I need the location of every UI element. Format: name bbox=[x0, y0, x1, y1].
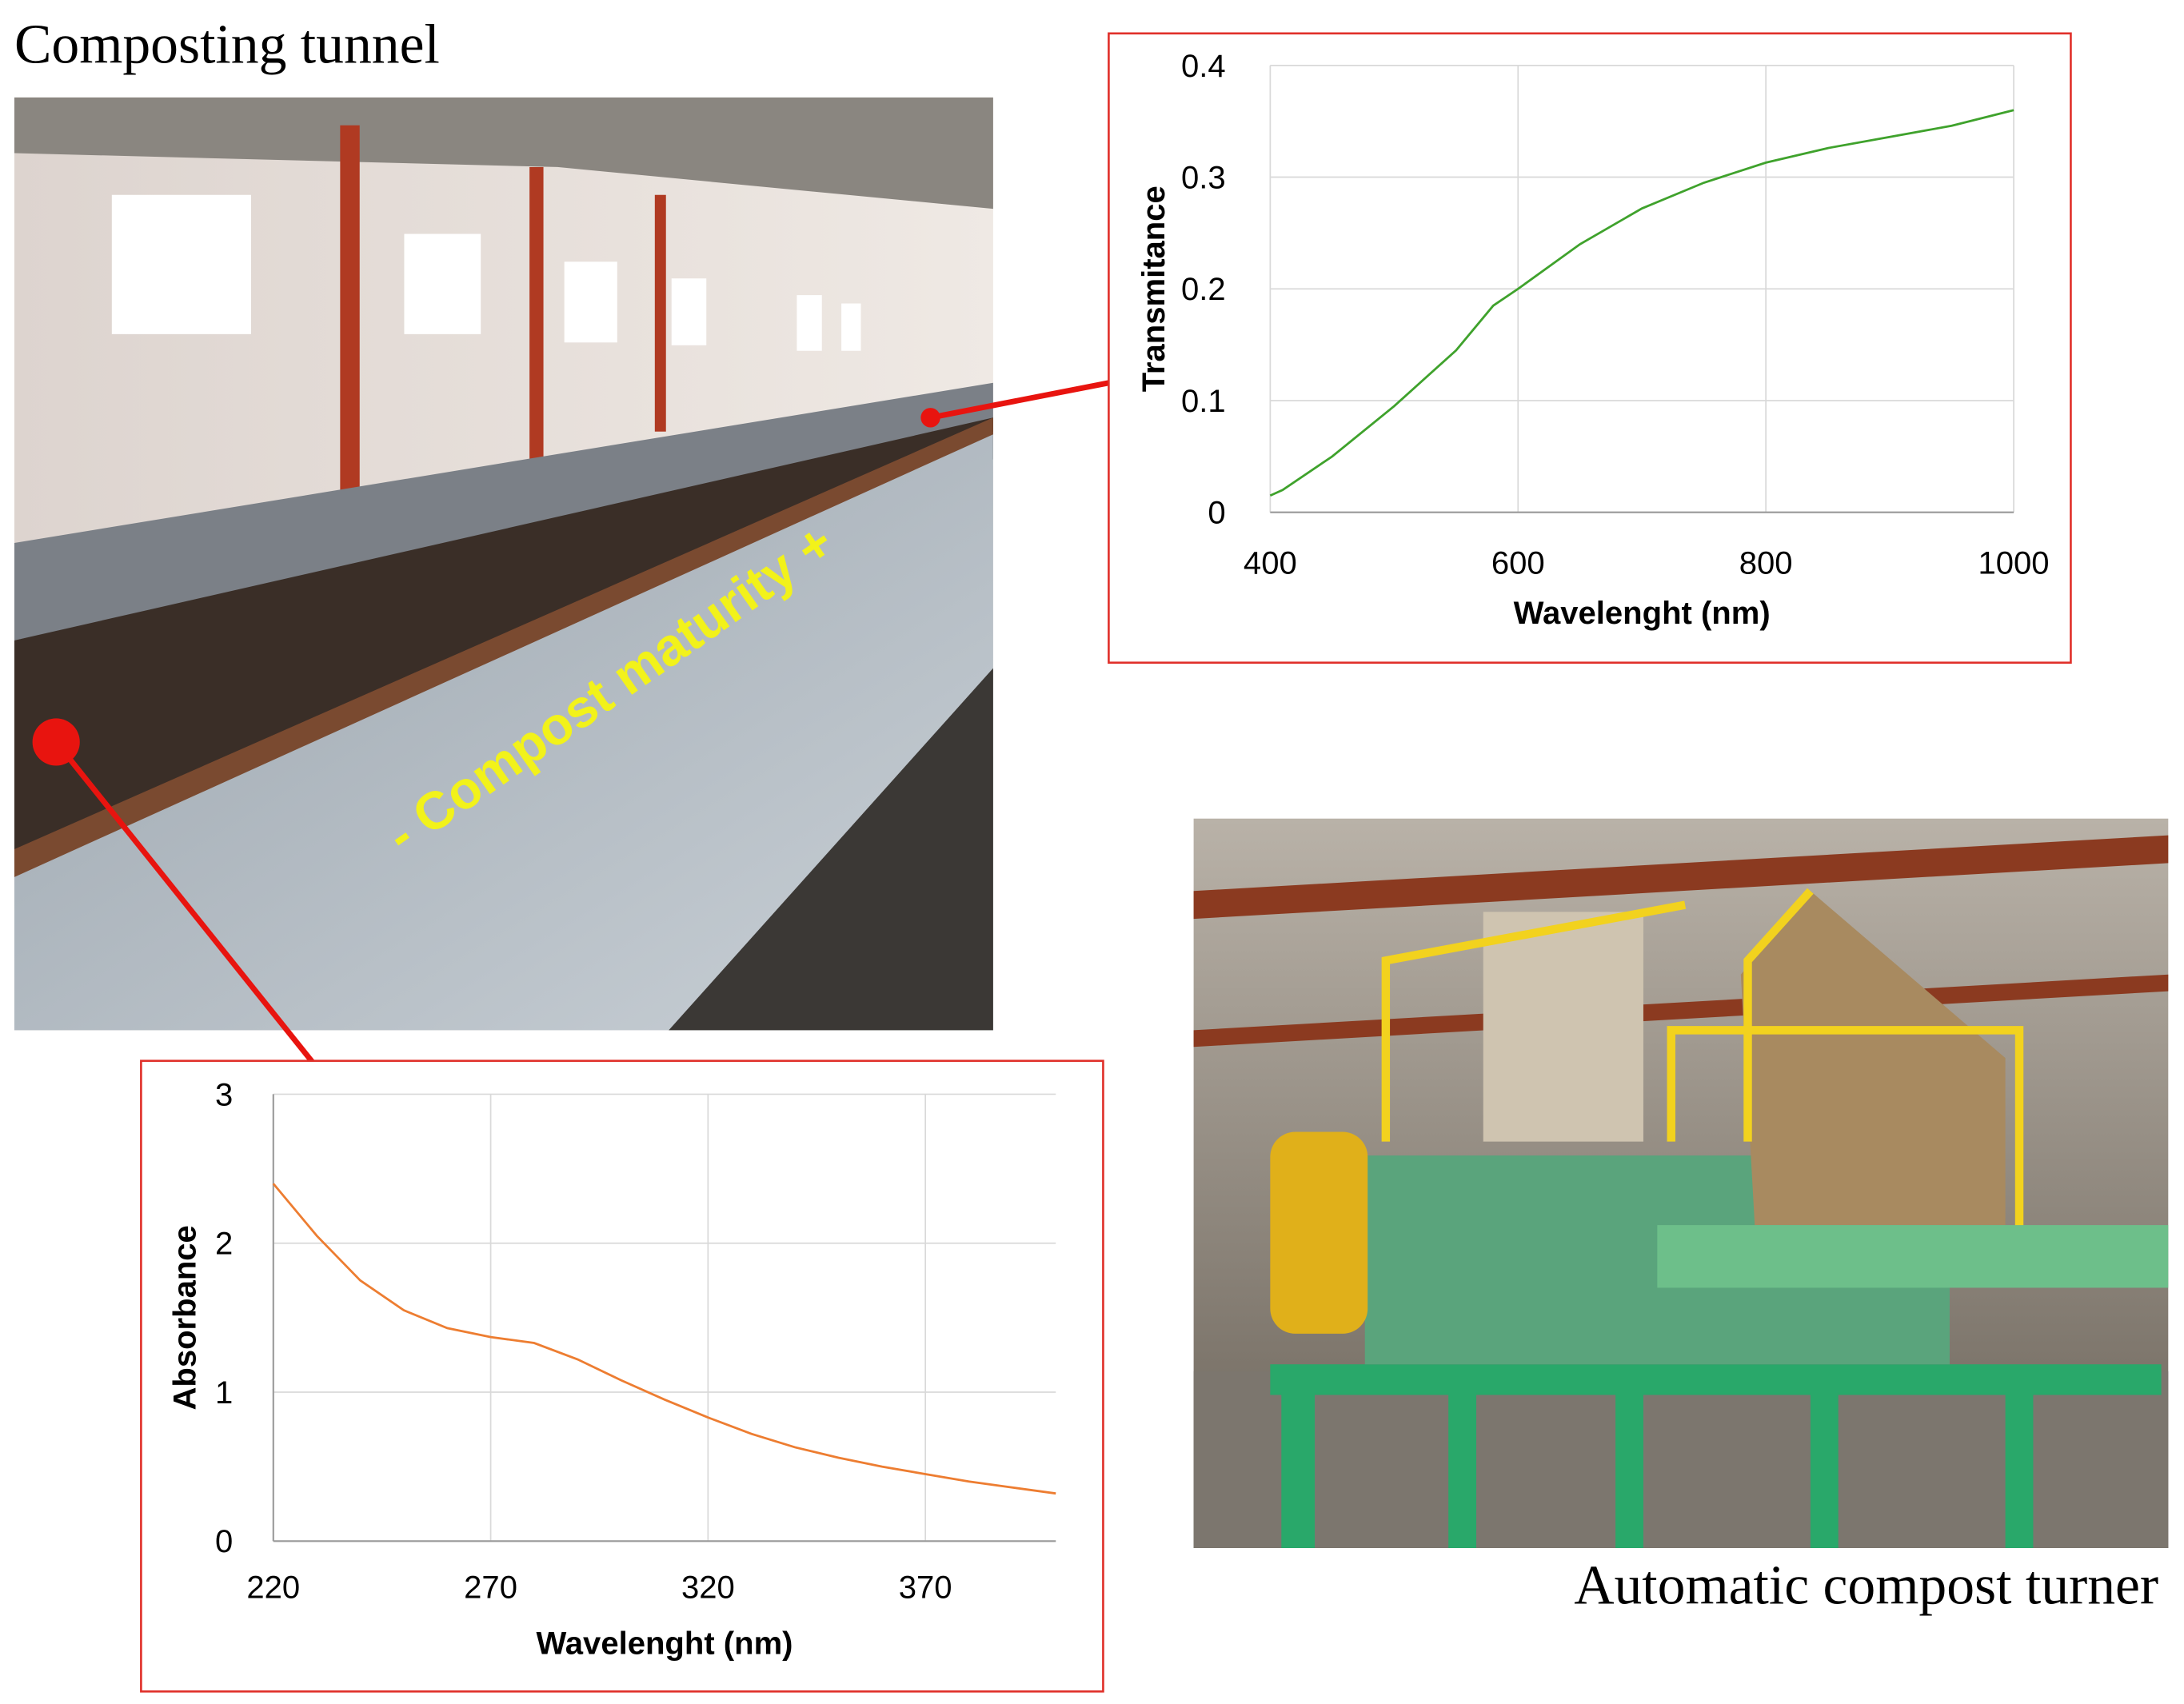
x-tick-label: 370 bbox=[899, 1570, 952, 1606]
y-tick-label: 2 bbox=[215, 1227, 233, 1262]
data-line bbox=[272, 1183, 1056, 1495]
x-tick-label: 800 bbox=[1739, 545, 1793, 581]
y-tick-label: 1 bbox=[215, 1375, 233, 1411]
turner-photo bbox=[1193, 818, 2169, 1549]
y-tick-label: 0.4 bbox=[1181, 49, 1226, 84]
data-line bbox=[1269, 109, 2014, 497]
sample-dot bbox=[32, 718, 80, 766]
x-tick-label: 600 bbox=[1491, 545, 1545, 581]
x-tick-label: 220 bbox=[246, 1570, 300, 1606]
chart-frame bbox=[140, 1060, 1104, 1693]
y-tick-label: 0.3 bbox=[1181, 160, 1226, 195]
x-tick-label: 320 bbox=[681, 1570, 735, 1606]
y-tick-label: 0.1 bbox=[1181, 384, 1226, 419]
x-tick-label: 1000 bbox=[1978, 545, 2050, 581]
tunnel-photo bbox=[14, 97, 993, 1031]
chart-frame bbox=[1108, 32, 2072, 664]
y-tick-label: 3 bbox=[215, 1077, 233, 1112]
turner-caption: Automatic compost turner bbox=[1574, 1555, 2158, 1617]
tunnel-title: Composting tunnel bbox=[14, 14, 440, 75]
x-axis-title: Wavelenght (nm) bbox=[1514, 596, 1771, 631]
x-axis-title: Wavelenght (nm) bbox=[537, 1626, 793, 1661]
connector bbox=[929, 380, 1110, 421]
x-tick-label: 400 bbox=[1244, 545, 1297, 581]
y-axis-title: Transmitance bbox=[1136, 186, 1172, 392]
y-tick-label: 0 bbox=[215, 1524, 233, 1559]
sample-dot bbox=[920, 408, 940, 428]
y-tick-label: 0 bbox=[1208, 496, 1225, 531]
connector bbox=[54, 740, 316, 1066]
y-tick-label: 0.2 bbox=[1181, 272, 1226, 307]
y-axis-title: Absorbance bbox=[167, 1225, 202, 1410]
x-tick-label: 270 bbox=[464, 1570, 517, 1606]
